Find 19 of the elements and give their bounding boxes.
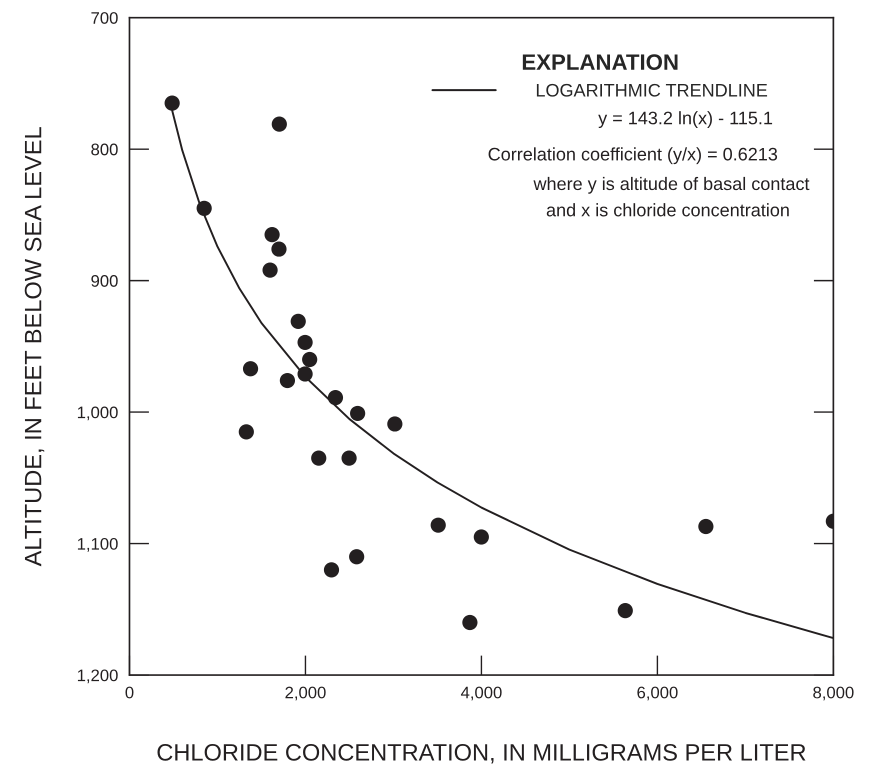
y-tick-label: 1,200	[78, 669, 118, 684]
x-tick-label: 6,000	[637, 686, 678, 700]
annotation: Correlation coefficient (y/x) = 0.6213	[488, 147, 778, 164]
x-axis-title: CHLORIDE CONCENTRATION, IN MILLIGRAMS PER LITER	[157, 744, 806, 764]
x-tick-label: 8,000	[813, 686, 854, 700]
annotation: y = 143.2 ln(x) - 115.1	[598, 111, 772, 128]
annotation: where y is altitude of basal contact	[533, 176, 810, 194]
y-axis-title: ALTITUDE, IN FEET BELOW SEA LEVEL	[24, 127, 44, 566]
x-tick-label: 0	[126, 686, 134, 698]
annotation: and x is chloride concentration	[546, 203, 789, 216]
y-tick-label: 700	[91, 12, 118, 24]
x-tick-label: 2,000	[285, 686, 326, 700]
legend-label: LOGARITHMIC TRENDLINE	[536, 84, 768, 97]
y-tick-label: 1,000	[78, 406, 118, 420]
y-tick-label: 800	[91, 144, 118, 156]
legend-title: EXPLANATION	[522, 54, 678, 70]
y-tick-label: 1,100	[78, 538, 118, 552]
x-tick-label: 4,000	[460, 686, 502, 700]
y-tick-label: 900	[91, 275, 118, 287]
